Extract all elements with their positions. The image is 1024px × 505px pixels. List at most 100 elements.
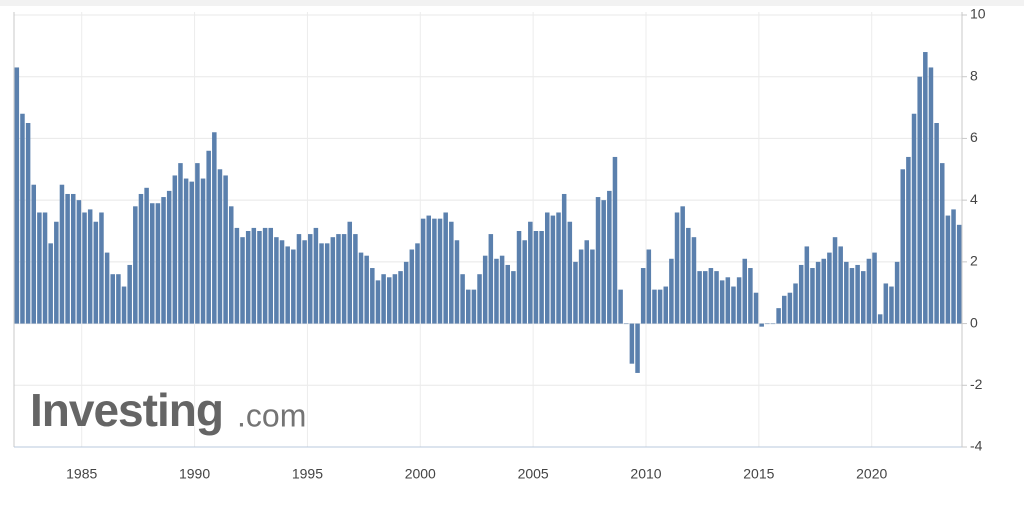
bar bbox=[257, 231, 262, 324]
bar bbox=[680, 206, 685, 324]
bar bbox=[415, 243, 420, 324]
bars bbox=[14, 52, 962, 373]
bar bbox=[48, 243, 53, 324]
bar bbox=[804, 246, 810, 324]
bar bbox=[657, 289, 663, 324]
bar bbox=[849, 268, 855, 324]
bar bbox=[595, 197, 601, 324]
bar bbox=[928, 67, 934, 324]
bar bbox=[42, 212, 48, 324]
bar bbox=[291, 249, 296, 324]
bar bbox=[110, 274, 116, 324]
bar bbox=[748, 268, 753, 324]
bar bbox=[731, 286, 736, 324]
bar bbox=[251, 227, 257, 324]
bar bbox=[573, 261, 578, 324]
bar bbox=[420, 218, 426, 324]
bar bbox=[99, 212, 104, 324]
bar bbox=[544, 212, 550, 324]
bar bbox=[133, 206, 138, 324]
bar bbox=[206, 150, 211, 324]
bar bbox=[223, 175, 228, 324]
bar bbox=[471, 289, 477, 324]
bar bbox=[827, 252, 832, 324]
bar bbox=[274, 237, 279, 324]
y-tick-label: 6 bbox=[970, 129, 978, 145]
x-tick-label: 1995 bbox=[292, 466, 323, 482]
bar bbox=[516, 231, 522, 324]
bar bbox=[539, 231, 544, 324]
bar bbox=[178, 163, 183, 324]
bar bbox=[590, 249, 595, 324]
bar bbox=[708, 268, 714, 324]
bar bbox=[245, 231, 251, 324]
bar bbox=[454, 240, 460, 324]
bar bbox=[815, 261, 821, 324]
y-tick-label: 4 bbox=[970, 191, 978, 207]
bar bbox=[488, 234, 494, 324]
bar bbox=[212, 132, 217, 324]
bar bbox=[923, 52, 928, 324]
bar bbox=[116, 274, 121, 324]
bar bbox=[482, 255, 488, 324]
bar bbox=[426, 215, 432, 324]
bar bbox=[240, 237, 245, 324]
bar bbox=[770, 323, 776, 325]
y-tick-label: 0 bbox=[970, 314, 978, 330]
bar bbox=[138, 193, 144, 324]
bar bbox=[584, 240, 590, 324]
bar bbox=[714, 271, 719, 324]
bar bbox=[561, 193, 567, 324]
bar bbox=[59, 184, 65, 324]
bar bbox=[505, 264, 511, 324]
bar bbox=[149, 203, 155, 324]
bar bbox=[787, 292, 793, 324]
bar bbox=[20, 113, 25, 324]
bar bbox=[31, 184, 37, 324]
bar bbox=[781, 295, 787, 324]
bar bbox=[889, 286, 894, 324]
x-tick-label: 1990 bbox=[179, 466, 210, 482]
bar bbox=[601, 200, 606, 324]
bar bbox=[144, 187, 149, 324]
bar bbox=[93, 221, 99, 324]
bar bbox=[550, 215, 556, 324]
watermark-suffix: .com bbox=[237, 397, 306, 433]
bar bbox=[70, 193, 76, 324]
bar bbox=[686, 227, 691, 324]
bar bbox=[702, 271, 708, 324]
bar bbox=[127, 264, 132, 324]
bar bbox=[844, 261, 849, 324]
bar bbox=[307, 234, 313, 324]
x-tick-label: 2000 bbox=[405, 466, 436, 482]
bar bbox=[155, 203, 161, 324]
grid bbox=[14, 12, 962, 448]
bar bbox=[234, 227, 240, 324]
bar bbox=[54, 221, 59, 324]
bar bbox=[612, 156, 618, 324]
bar bbox=[82, 212, 87, 324]
bar bbox=[341, 234, 347, 324]
bar bbox=[556, 212, 561, 324]
bar bbox=[183, 178, 189, 324]
bar bbox=[449, 221, 454, 324]
bar bbox=[76, 200, 82, 324]
y-tick-label: -2 bbox=[970, 376, 983, 392]
bar bbox=[877, 314, 883, 324]
y-tick-label: 2 bbox=[970, 253, 978, 269]
bar bbox=[353, 234, 358, 324]
bar bbox=[14, 67, 20, 324]
x-tick-label: 2020 bbox=[856, 466, 887, 482]
top-strip bbox=[0, 0, 1024, 6]
bar bbox=[640, 268, 646, 324]
bar bbox=[87, 209, 93, 324]
bar bbox=[894, 261, 900, 324]
bar bbox=[578, 249, 584, 324]
bar bbox=[742, 258, 748, 324]
bar bbox=[652, 289, 657, 324]
bar bbox=[460, 274, 465, 324]
bar bbox=[403, 261, 409, 324]
bar bbox=[900, 169, 906, 324]
y-tick-label: 10 bbox=[970, 6, 986, 22]
bar bbox=[364, 255, 369, 324]
